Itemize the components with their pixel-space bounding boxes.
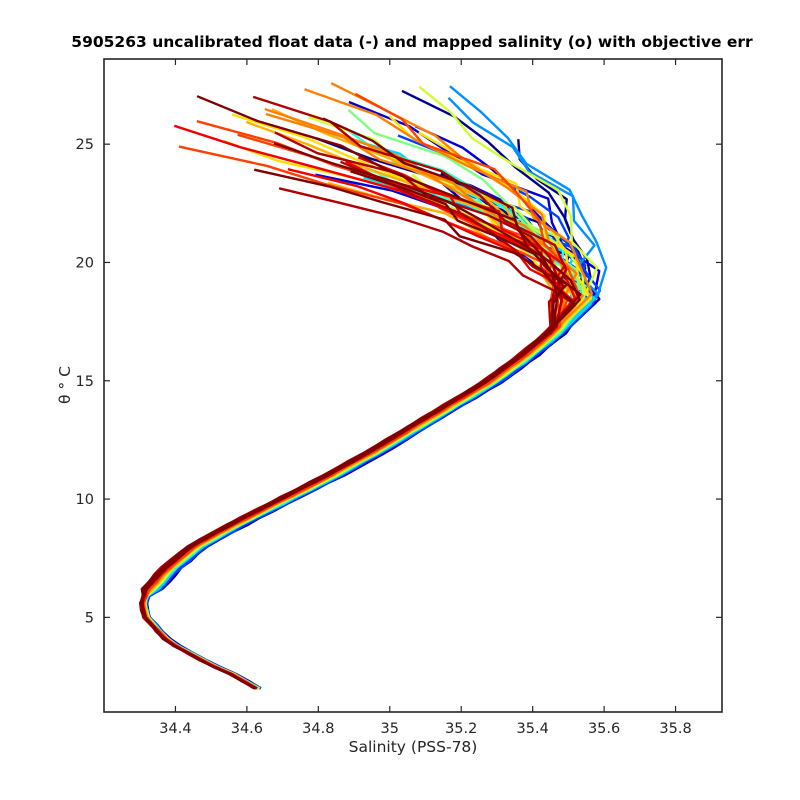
x-tick-label: 35: [381, 721, 399, 737]
profile-line: [141, 145, 577, 690]
x-tick-label: 35.2: [445, 721, 477, 737]
profile-line: [140, 133, 569, 690]
y-tick-label: 20: [76, 255, 94, 271]
x-tick-label: 35.6: [588, 721, 620, 737]
profile-line: [144, 131, 597, 690]
profile-line: [144, 167, 580, 690]
profile-line: [140, 168, 564, 690]
x-tick-label: 34.6: [231, 721, 263, 737]
profile-line: [139, 95, 582, 690]
x-tick-label: 34.4: [159, 721, 191, 737]
profile-line: [138, 160, 569, 690]
y-tick-label: 15: [76, 374, 94, 390]
profile-lines: [138, 82, 608, 690]
profile-line: [143, 176, 574, 690]
y-tick-label: 10: [76, 492, 94, 508]
plot-frame: [103, 58, 723, 713]
x-axis-label: Salinity (PSS-78): [349, 738, 478, 756]
profile-line: [144, 172, 588, 690]
profile-line: [145, 100, 601, 690]
y-tick-label: 25: [76, 137, 94, 153]
profile-line: [142, 115, 585, 690]
y-axis-label: θ ° C: [56, 366, 74, 404]
x-tick-label: 35.4: [517, 721, 549, 737]
x-tick-label: 34.8: [302, 721, 334, 737]
profile-line: [142, 112, 578, 690]
y-tick-label: 5: [85, 610, 94, 626]
chart-title: 5905263 uncalibrated float data (-) and …: [71, 33, 753, 51]
profile-line: [143, 108, 567, 690]
axis-ticks: 34.4 34.6 34.8 35 35.2 35.4 35.6 35.8 5 10 15 20 25: [76, 59, 722, 737]
profile-line: [141, 187, 577, 690]
x-tick-label: 35.8: [659, 721, 691, 737]
